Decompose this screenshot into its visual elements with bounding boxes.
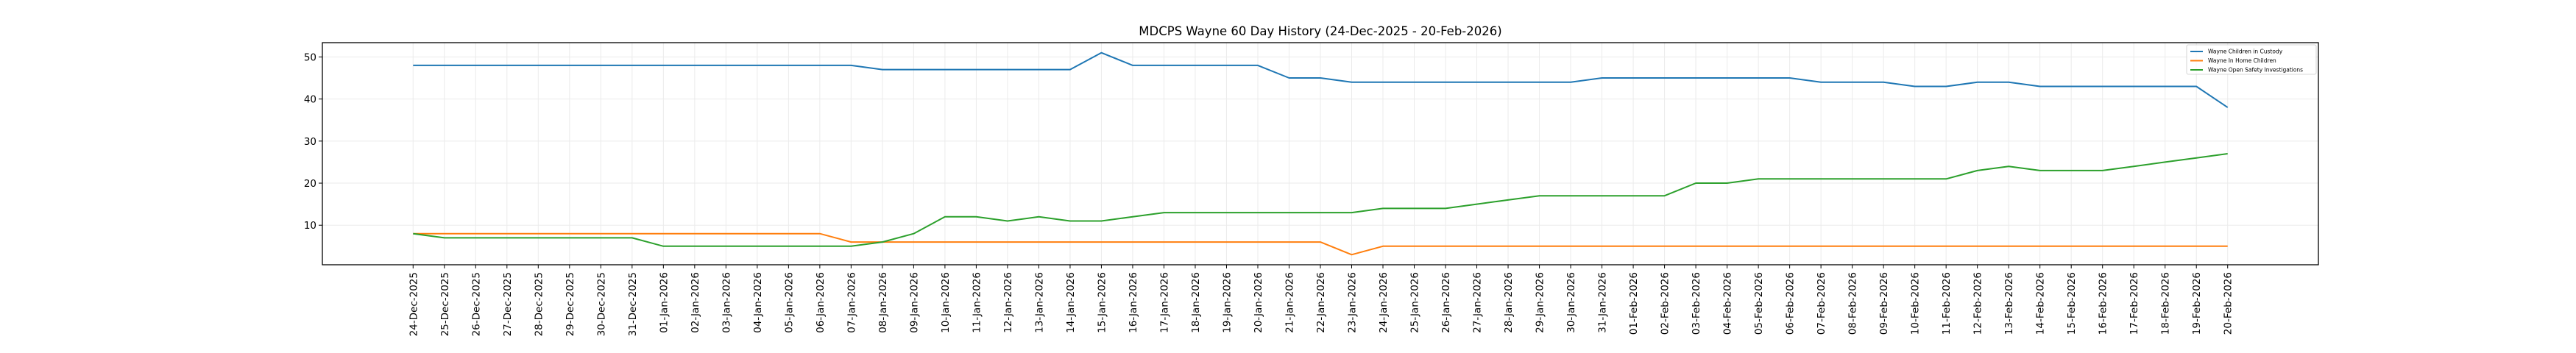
x-tick-label: 08-Feb-2026: [1847, 272, 1859, 335]
x-tick-label: 31-Jan-2026: [1597, 272, 1609, 333]
x-tick-label: 27-Jan-2026: [1472, 272, 1484, 333]
x-tick-label: 24-Dec-2025: [408, 272, 420, 336]
x-tick-label: 01-Feb-2026: [1628, 272, 1640, 335]
x-tick-label: 06-Feb-2026: [1785, 272, 1797, 335]
x-tick-label: 06-Jan-2026: [815, 272, 827, 333]
chart-title: MDCPS Wayne 60 Day History (24-Dec-2025 …: [1139, 24, 1501, 38]
x-tick-label: 15-Feb-2026: [2066, 272, 2078, 335]
x-tick-label: 08-Jan-2026: [877, 272, 889, 333]
series-line-wayne-children-in-custody: [413, 51, 2229, 108]
x-tick-label: 19-Feb-2026: [2191, 272, 2203, 335]
legend-label: Wayne In Home Children: [2208, 57, 2276, 64]
legend-box: [2186, 44, 2317, 75]
grid: [322, 43, 2318, 265]
y-tick-label: 50: [304, 51, 316, 63]
x-tick-label: 10-Jan-2026: [940, 272, 952, 333]
x-tick-label: 24-Jan-2026: [1378, 272, 1390, 333]
x-tick-label: 09-Jan-2026: [908, 272, 920, 333]
x-tick-label: 03-Jan-2026: [721, 272, 732, 333]
x-tick-label: 09-Feb-2026: [1878, 272, 1890, 335]
x-tick-label: 02-Jan-2026: [690, 272, 701, 333]
x-tick-label: 30-Dec-2025: [595, 272, 607, 336]
series-line-wayne-in-home-children: [413, 232, 2228, 256]
y-tick-label: 40: [304, 94, 316, 106]
x-tick-label: 29-Dec-2025: [565, 272, 576, 336]
x-tick-label: 20-Jan-2026: [1253, 272, 1264, 333]
x-tick-label: 18-Feb-2026: [2160, 272, 2172, 335]
x-tick-label: 26-Jan-2026: [1440, 272, 1452, 333]
x-tick-label: 16-Jan-2026: [1128, 272, 1139, 333]
x-tick-label: 17-Jan-2026: [1158, 272, 1170, 333]
x-tick-label: 07-Jan-2026: [846, 272, 857, 333]
x-tick-label: 14-Jan-2026: [1065, 272, 1077, 333]
x-tick-label: 13-Jan-2026: [1033, 272, 1045, 333]
legend-label: Wayne Open Safety Investigations: [2208, 67, 2303, 74]
x-tick-label: 11-Jan-2026: [971, 272, 983, 333]
y-tick-label: 30: [304, 136, 316, 148]
x-tick-label: 01-Jan-2026: [658, 272, 670, 333]
x-tick-label: 28-Jan-2026: [1503, 272, 1515, 333]
x-tick-label: 04-Feb-2026: [1722, 272, 1734, 335]
x-tick-label: 31-Dec-2025: [627, 272, 639, 336]
x-tick-label: 26-Dec-2025: [470, 272, 482, 336]
x-tick-label: 05-Jan-2026: [783, 272, 795, 333]
x-tick-label: 04-Jan-2026: [752, 272, 764, 333]
x-tick-label: 29-Jan-2026: [1535, 272, 1546, 333]
x-tick-label: 25-Dec-2025: [439, 272, 451, 336]
x-tick-label: 22-Jan-2026: [1315, 272, 1327, 333]
y-tick-label: 10: [304, 220, 316, 232]
x-tick-label: 14-Feb-2026: [2035, 272, 2047, 335]
x-tick-label: 18-Jan-2026: [1190, 272, 1202, 333]
x-tick-label: 16-Feb-2026: [2098, 272, 2109, 335]
x-tick-label: 21-Jan-2026: [1284, 272, 1295, 333]
x-tick-label: 30-Jan-2026: [1565, 272, 1577, 333]
legend: Wayne Children in Custody Wayne In Home C…: [2186, 44, 2317, 75]
x-tick-label: 12-Feb-2026: [1972, 272, 1984, 335]
series-lines: [413, 51, 2229, 256]
y-axis: 10 20 30 40 50: [304, 51, 322, 232]
x-tick-label: 23-Jan-2026: [1347, 272, 1359, 333]
x-tick-label: 27-Dec-2025: [502, 272, 514, 336]
x-tick-label: 25-Jan-2026: [1409, 272, 1421, 333]
x-tick-label: 07-Feb-2026: [1816, 272, 1827, 335]
x-tick-label: 03-Feb-2026: [1691, 272, 1702, 335]
x-tick-label: 12-Jan-2026: [1002, 272, 1014, 333]
x-tick-label: 19-Jan-2026: [1221, 272, 1233, 333]
x-tick-label: 11-Feb-2026: [1941, 272, 1953, 335]
x-tick-label: 20-Feb-2026: [2223, 272, 2234, 335]
x-tick-label: 13-Feb-2026: [2003, 272, 2015, 335]
legend-label: Wayne Children in Custody: [2208, 49, 2283, 55]
x-tick-label: 28-Dec-2025: [533, 272, 545, 336]
y-tick-label: 20: [304, 178, 316, 190]
x-axis: 24-Dec-2025 25-Dec-2025 26-Dec-2025 27-Dec-…: [408, 265, 2234, 336]
x-tick-label: 17-Feb-2026: [2129, 272, 2140, 335]
x-tick-label: 05-Feb-2026: [1753, 272, 1765, 335]
x-tick-label: 15-Jan-2026: [1096, 272, 1108, 333]
x-tick-label: 02-Feb-2026: [1660, 272, 1671, 335]
x-tick-label: 10-Feb-2026: [1910, 272, 1922, 335]
series-line-wayne-open-safety-investigations: [413, 153, 2228, 247]
